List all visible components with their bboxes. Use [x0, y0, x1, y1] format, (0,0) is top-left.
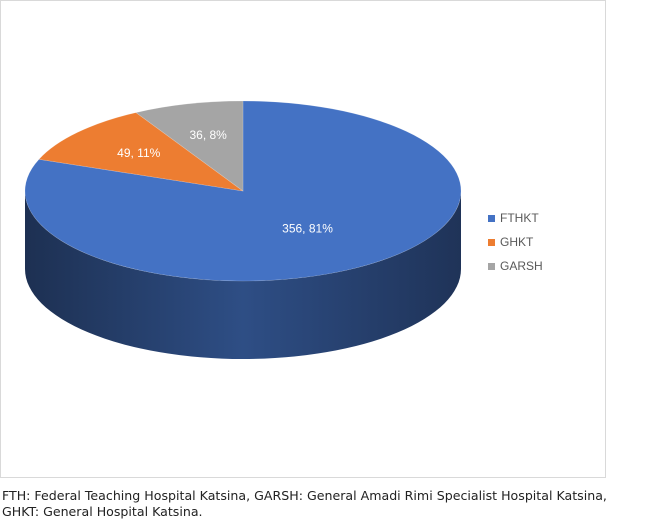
data-label-garsh: 36, 8%: [189, 128, 227, 142]
data-label-fthkt: 356, 81%: [282, 221, 333, 235]
legend-item-ghkt: GHKT: [488, 230, 543, 254]
pie-slice-ghkt: [38, 112, 244, 192]
legend-item-fthkt: FTHKT: [488, 206, 543, 230]
legend: FTHKT GHKT GARSH: [488, 206, 543, 278]
legend-item-garsh: GARSH: [488, 254, 543, 278]
legend-swatch-fthkt: [488, 214, 495, 222]
pie-slice-garsh: [135, 100, 244, 192]
chart-area: 356, 81% 49, 11% 36, 8% FTHKT GHKT GARSH: [0, 0, 606, 478]
legend-label-ghkt: GHKT: [500, 235, 534, 249]
legend-label-fthkt: FTHKT: [500, 211, 539, 225]
pie-slice-fthkt: [24, 100, 462, 282]
legend-label-garsh: GARSH: [500, 259, 543, 273]
data-label-ghkt: 49, 11%: [117, 146, 160, 160]
pie-side-fthkt: [25, 191, 461, 359]
legend-swatch-ghkt: [488, 238, 495, 246]
figure-caption: FTH: Federal Teaching Hospital Katsina, …: [2, 488, 607, 519]
legend-swatch-garsh: [488, 262, 495, 270]
pie-chart: 356, 81% 49, 11% 36, 8%: [24, 100, 462, 359]
